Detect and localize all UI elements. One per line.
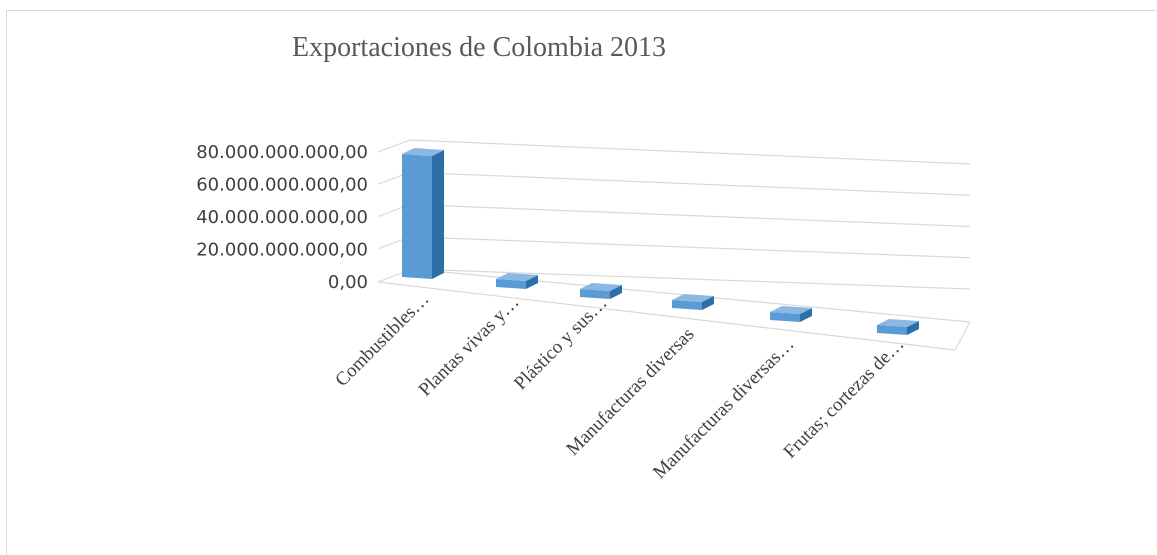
gridline <box>409 268 971 290</box>
bar-side <box>702 296 714 310</box>
y-tick-label: 0,00 <box>328 272 368 293</box>
x-tick-label: Frutas; cortezas de… <box>780 334 909 463</box>
floor-front-edge <box>377 281 956 351</box>
bar-top <box>580 283 622 291</box>
chart-frame <box>6 10 1156 555</box>
bar-front <box>672 300 702 310</box>
bar-top <box>402 147 444 156</box>
y-tick-label: 80.000.000.000,00 <box>196 142 368 163</box>
bar-front <box>496 279 526 289</box>
bar-side <box>526 275 538 289</box>
bar-front <box>770 312 800 322</box>
bar-front <box>402 153 432 279</box>
bar-front <box>877 325 907 335</box>
bar-front <box>580 289 610 299</box>
bar-top <box>496 273 538 281</box>
y-tick-label: 60.000.000.000,00 <box>196 175 368 196</box>
gridline <box>409 171 971 196</box>
chart-title: Exportaciones de Colombia 2013 <box>292 32 667 63</box>
x-tick-label: Plástico y sus… <box>510 293 611 394</box>
bar-side <box>800 308 812 322</box>
bar-side <box>610 285 622 299</box>
gridline-side <box>377 139 411 153</box>
x-tick-label: Combustibles… <box>331 289 433 391</box>
x-tick-label: Plantas vivas y… <box>415 292 524 401</box>
gridline <box>409 139 971 165</box>
bar-side <box>432 149 444 279</box>
bar-side <box>907 321 919 335</box>
y-tick-label: 20.000.000.000,00 <box>196 240 368 261</box>
bar-top <box>770 306 812 314</box>
y-tick-label: 40.000.000.000,00 <box>196 207 368 228</box>
gridline <box>409 203 971 228</box>
floor-right-edge <box>954 321 971 351</box>
bar-top <box>877 319 919 327</box>
bar-top <box>672 294 714 302</box>
gridline <box>409 236 971 259</box>
